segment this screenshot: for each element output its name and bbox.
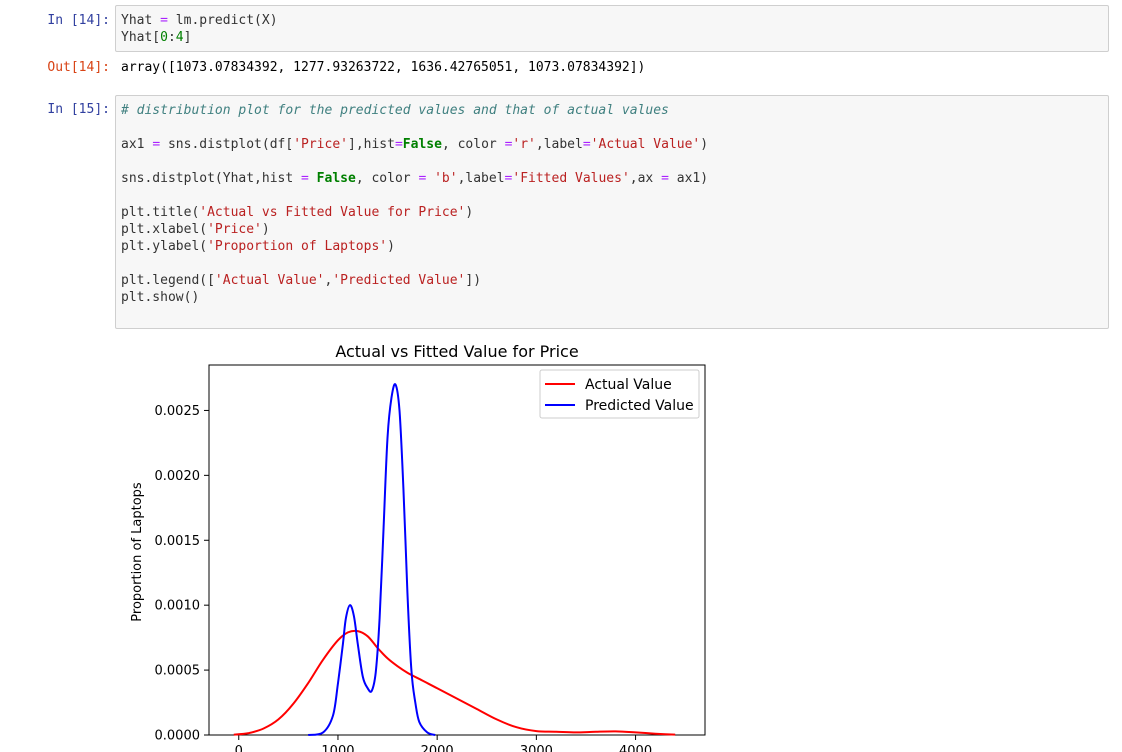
code-cell-14[interactable]: Yhat = lm.predict(X) Yhat[0:4] — [115, 5, 1109, 52]
code-line: plt.xlabel('Price') — [121, 222, 270, 237]
in-prompt-15: In [15]: — [47, 102, 110, 117]
distribution-plot: Actual vs Fitted Value for Price Proport… — [130, 342, 706, 752]
y-tick-label: 0.0020 — [155, 469, 201, 484]
output-array-14: array([1073.07834392, 1277.93263722, 163… — [121, 60, 646, 75]
code-editor-15[interactable]: # distribution plot for the predicted va… — [116, 96, 1108, 306]
y-tick-label: 0.0010 — [155, 599, 201, 614]
x-tick-label: 4000 — [619, 744, 652, 752]
code-editor-14[interactable]: Yhat = lm.predict(X) Yhat[0:4] — [116, 6, 1108, 46]
blank-line — [121, 255, 1108, 272]
y-tick-label: 0.0005 — [155, 664, 201, 679]
series-layer — [233, 383, 676, 736]
code-line: plt.show() — [121, 290, 200, 305]
chart-title: Actual vs Fitted Value for Price — [335, 342, 578, 361]
blank-line — [121, 119, 1108, 136]
code-line: ax1 = sns.distplot(df['Price'],hist=Fals… — [121, 137, 709, 152]
predicted-value-line — [308, 383, 436, 736]
y-tick-label: 0.0015 — [155, 534, 201, 549]
x-tick-label: 3000 — [520, 744, 553, 752]
y-tick-label: 0.0000 — [155, 729, 201, 744]
x-tick-label: 2000 — [421, 744, 454, 752]
legend-frame — [539, 369, 700, 419]
x-axis-ticks: 0 1000 2000 3000 4000 — [235, 735, 652, 752]
legend: Actual Value Predicted Value — [539, 369, 700, 419]
code-line: Yhat[0:4] — [121, 30, 192, 45]
blank-line — [121, 187, 1108, 204]
y-axis-ticks: 0.0000 0.0005 0.0010 0.0015 0.0020 0.0025 — [155, 404, 209, 744]
code-line: Yhat = lm.predict(X) — [121, 13, 278, 28]
x-tick-label: 1000 — [321, 744, 354, 752]
out-prompt-14: Out[14]: — [47, 60, 110, 75]
code-cell-15[interactable]: # distribution plot for the predicted va… — [115, 95, 1109, 329]
legend-label-actual: Actual Value — [585, 377, 672, 393]
plot-area — [208, 364, 706, 736]
legend-label-predicted: Predicted Value — [585, 398, 694, 414]
in-prompt-14: In [14]: — [47, 13, 110, 28]
blank-line — [121, 153, 1108, 170]
code-line: plt.title('Actual vs Fitted Value for Pr… — [121, 205, 474, 220]
code-comment: # distribution plot for the predicted va… — [121, 103, 669, 118]
x-tick-label: 0 — [235, 744, 243, 752]
code-line: sns.distplot(Yhat,hist = False, color = … — [121, 171, 709, 186]
code-line: plt.ylabel('Proportion of Laptops') — [121, 239, 395, 254]
y-axis-label: Proportion of Laptops — [130, 482, 145, 622]
code-line: plt.legend(['Actual Value','Predicted Va… — [121, 273, 482, 288]
actual-value-line — [233, 629, 676, 736]
y-tick-label: 0.0025 — [155, 404, 201, 419]
